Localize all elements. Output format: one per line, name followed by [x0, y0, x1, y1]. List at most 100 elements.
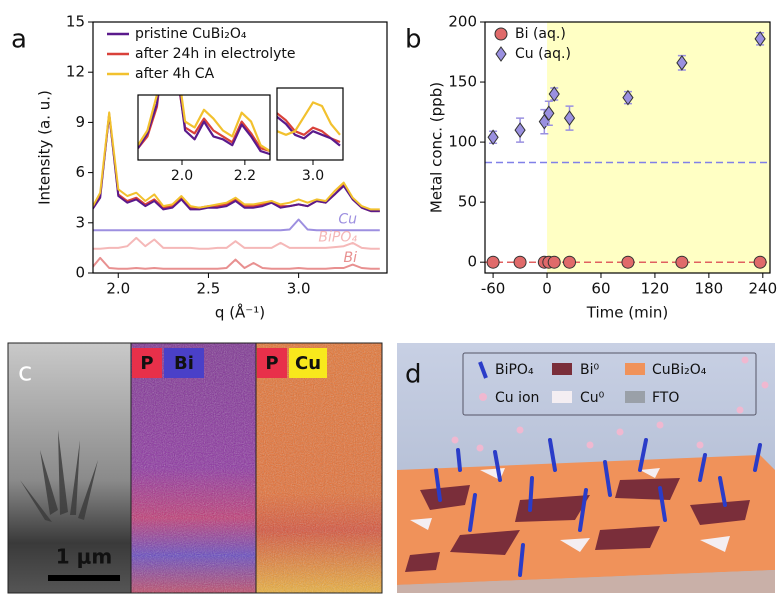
scale-bar-label: 1 μm — [56, 545, 112, 569]
marker — [514, 122, 526, 138]
marker — [675, 255, 689, 269]
y-tick-label: 0 — [467, 253, 477, 271]
data-line — [138, 95, 270, 153]
series-label: BiPO₄ — [318, 230, 357, 246]
channel-swatch — [289, 348, 327, 378]
channel-swatch — [132, 348, 162, 378]
eds-noise — [256, 343, 382, 593]
data-line — [138, 95, 270, 153]
panel-label: d — [405, 360, 422, 390]
plot-content — [485, 30, 770, 269]
x-axis-label: Time (min) — [586, 304, 668, 322]
marker — [563, 255, 577, 269]
legend-label: CuBi₂O₄ — [652, 362, 707, 378]
y-tick-label: 3 — [75, 213, 85, 231]
x-tick-label: 120 — [641, 280, 670, 298]
legend-icon — [479, 393, 487, 401]
legend-label: Bi⁰ — [580, 362, 599, 378]
legend-label: after 24h in electrolyte — [135, 46, 296, 62]
marker — [676, 54, 688, 71]
plot-frame — [276, 87, 344, 161]
channel-swatch — [257, 348, 287, 378]
marker — [547, 255, 561, 269]
fto-layer — [397, 570, 775, 593]
legend-icon — [552, 391, 572, 403]
legend-label: Bi (aq.) — [515, 26, 566, 42]
plot-content — [277, 101, 341, 147]
marker — [487, 129, 499, 146]
sem-rods — [20, 430, 98, 522]
panel-label: c — [18, 358, 32, 388]
channel-label: P — [265, 353, 278, 374]
marker — [563, 110, 576, 126]
bi-patches — [405, 478, 750, 572]
legend-label: Cu ion — [495, 390, 539, 406]
eds-noise — [131, 343, 256, 593]
marker — [543, 105, 555, 122]
y-tick-label: 9 — [75, 113, 85, 131]
bipo4-rods — [434, 438, 762, 577]
x-tick-label: 180 — [695, 280, 724, 298]
data-line — [93, 236, 380, 250]
x-tick-label: 240 — [748, 280, 777, 298]
channel-swatch — [164, 348, 204, 378]
chart: 3.0 — [276, 87, 344, 184]
panel-label: b — [405, 25, 422, 55]
legend-swatch — [495, 46, 507, 62]
legend-box — [462, 352, 757, 416]
legend-label: after 4h CA — [135, 66, 215, 82]
data-line — [93, 256, 380, 270]
y-tick-label: 0 — [75, 264, 85, 282]
charts: 2.0 2.5 3.0 0 3 6 9 12 15 Bi BiPO₄ Cu pristine CuBi₂… — [11, 13, 777, 322]
x-tick-label: 2.0 — [106, 280, 130, 298]
marker — [486, 255, 500, 269]
x-tick-label: -60 — [481, 280, 506, 298]
marker — [753, 255, 767, 269]
y-axis-label: Metal conc. (ppb) — [428, 82, 446, 213]
plot-frame — [92, 21, 388, 274]
x-tick-label: 0 — [542, 280, 552, 298]
panel-c: P Bi P Cu c 1 μm — [7, 342, 383, 594]
series-label: Bi — [344, 250, 358, 266]
chart: 2.0 2.2 — [137, 94, 271, 184]
y-tick-label: 100 — [448, 133, 477, 151]
marker — [754, 30, 766, 47]
series-label: Cu — [338, 211, 357, 227]
data-line — [93, 218, 380, 232]
plot-area — [138, 95, 270, 160]
panel-frame — [7, 342, 383, 594]
cu-ions — [451, 356, 769, 452]
marker — [622, 89, 634, 106]
plot-content — [138, 95, 270, 156]
channel-label: Bi — [174, 353, 194, 374]
legend-label: FTO — [652, 390, 679, 406]
shaded-region — [547, 22, 770, 273]
legend-label: Cu⁰ — [580, 390, 605, 406]
legend-icon — [552, 363, 572, 375]
channel-label: Cu — [295, 353, 321, 374]
legend-label: pristine CuBi₂O₄ — [135, 26, 247, 42]
x-tick-label: 2.2 — [234, 168, 256, 184]
panel-d: BiPO₄ Bi⁰ CuBi₂O₄ Cu ion Cu⁰ FTO d — [397, 343, 775, 593]
y-tick-label: 15 — [66, 13, 85, 31]
y-tick-label: 12 — [66, 63, 85, 81]
data-line — [93, 113, 380, 213]
plot-content — [93, 111, 380, 270]
data-line — [138, 95, 270, 156]
plot-frame — [484, 21, 771, 274]
x-axis-label: q (Å⁻¹) — [215, 303, 265, 322]
legend-label: BiPO₄ — [495, 362, 534, 378]
y-tick-label: 150 — [448, 73, 477, 91]
legend-swatch — [494, 27, 508, 41]
x-tick-label: 60 — [591, 280, 610, 298]
marker — [513, 255, 527, 269]
y-axis-label: Intensity (a. u.) — [36, 90, 54, 205]
legend-icon — [625, 391, 645, 403]
y-tick-label: 6 — [75, 163, 85, 181]
x-tick-label: 2.0 — [171, 168, 193, 184]
x-tick-label: 3.0 — [302, 168, 324, 184]
y-tick-label: 50 — [458, 193, 477, 211]
x-tick-label: 2.5 — [197, 280, 221, 298]
